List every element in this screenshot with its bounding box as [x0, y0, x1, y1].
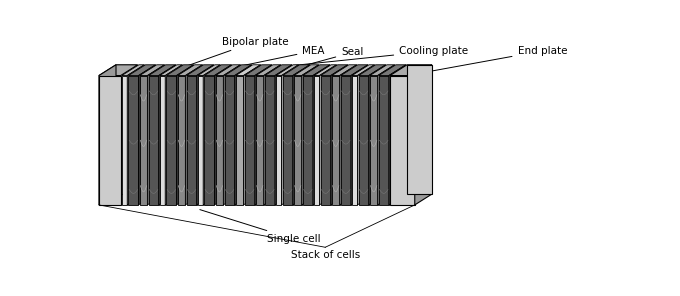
Polygon shape [99, 65, 137, 75]
Polygon shape [160, 65, 182, 75]
Polygon shape [276, 65, 299, 75]
Text: MEA: MEA [231, 46, 325, 68]
Polygon shape [265, 65, 292, 75]
Polygon shape [205, 75, 214, 205]
Polygon shape [358, 75, 369, 205]
Polygon shape [358, 65, 386, 75]
Polygon shape [320, 75, 330, 205]
Polygon shape [245, 75, 255, 205]
Polygon shape [379, 65, 406, 75]
Polygon shape [330, 65, 347, 205]
Polygon shape [379, 75, 389, 205]
Polygon shape [167, 65, 194, 75]
Polygon shape [332, 65, 356, 75]
Polygon shape [177, 65, 203, 75]
Polygon shape [276, 75, 282, 205]
Polygon shape [148, 65, 165, 205]
Polygon shape [303, 65, 330, 75]
Polygon shape [389, 65, 406, 205]
Polygon shape [275, 65, 292, 205]
Text: End plate: End plate [430, 46, 567, 71]
Polygon shape [302, 65, 319, 205]
Polygon shape [236, 65, 260, 75]
Polygon shape [283, 65, 310, 75]
Polygon shape [198, 75, 203, 205]
Polygon shape [198, 65, 220, 75]
Polygon shape [369, 65, 386, 205]
Polygon shape [214, 65, 231, 205]
Polygon shape [186, 75, 197, 205]
Polygon shape [122, 65, 144, 75]
Polygon shape [352, 75, 358, 205]
Polygon shape [255, 65, 272, 205]
Polygon shape [216, 75, 223, 205]
Polygon shape [148, 75, 158, 205]
Polygon shape [122, 75, 127, 205]
Polygon shape [332, 75, 339, 205]
Polygon shape [127, 65, 144, 205]
Text: Stack of cells: Stack of cells [290, 250, 360, 260]
Polygon shape [351, 65, 368, 205]
Polygon shape [160, 75, 165, 205]
Polygon shape [139, 65, 156, 205]
Polygon shape [99, 65, 116, 205]
Text: Seal: Seal [290, 47, 364, 70]
Polygon shape [235, 65, 252, 205]
Polygon shape [358, 65, 375, 205]
Polygon shape [390, 75, 415, 205]
Polygon shape [116, 65, 137, 194]
Polygon shape [203, 65, 220, 205]
Polygon shape [294, 65, 319, 75]
Polygon shape [390, 65, 432, 75]
Polygon shape [320, 65, 347, 75]
Polygon shape [282, 65, 299, 205]
Polygon shape [320, 65, 337, 205]
Text: Cooling plate: Cooling plate [251, 46, 469, 70]
Polygon shape [292, 65, 310, 205]
Polygon shape [303, 75, 313, 205]
Polygon shape [377, 65, 394, 205]
Polygon shape [341, 65, 368, 75]
Text: Bipolar plate: Bipolar plate [177, 37, 289, 69]
Polygon shape [264, 65, 281, 205]
Polygon shape [352, 65, 375, 75]
Polygon shape [415, 65, 432, 205]
Polygon shape [224, 65, 252, 75]
Polygon shape [339, 65, 356, 205]
Polygon shape [223, 65, 241, 205]
Polygon shape [314, 65, 337, 75]
Polygon shape [216, 65, 241, 75]
Polygon shape [341, 75, 351, 205]
Polygon shape [283, 75, 292, 205]
Polygon shape [256, 65, 281, 75]
Polygon shape [99, 75, 120, 205]
Polygon shape [129, 65, 156, 75]
Text: Single cell: Single cell [200, 210, 321, 244]
Polygon shape [167, 75, 176, 205]
Polygon shape [294, 75, 302, 205]
Polygon shape [186, 65, 214, 75]
Polygon shape [313, 65, 330, 205]
Polygon shape [243, 65, 260, 205]
Polygon shape [236, 75, 243, 205]
Polygon shape [224, 75, 235, 205]
Polygon shape [176, 65, 194, 205]
Polygon shape [186, 65, 203, 205]
Polygon shape [148, 65, 175, 75]
Polygon shape [205, 65, 231, 75]
Polygon shape [370, 65, 394, 75]
Polygon shape [139, 65, 165, 75]
Polygon shape [139, 75, 148, 205]
Polygon shape [165, 65, 182, 205]
Polygon shape [177, 75, 186, 205]
Polygon shape [197, 65, 214, 205]
Polygon shape [370, 75, 377, 205]
Polygon shape [158, 65, 175, 205]
Polygon shape [314, 75, 320, 205]
Polygon shape [245, 65, 272, 75]
Polygon shape [265, 75, 275, 205]
Polygon shape [256, 75, 264, 205]
Polygon shape [129, 75, 139, 205]
Polygon shape [407, 65, 432, 194]
